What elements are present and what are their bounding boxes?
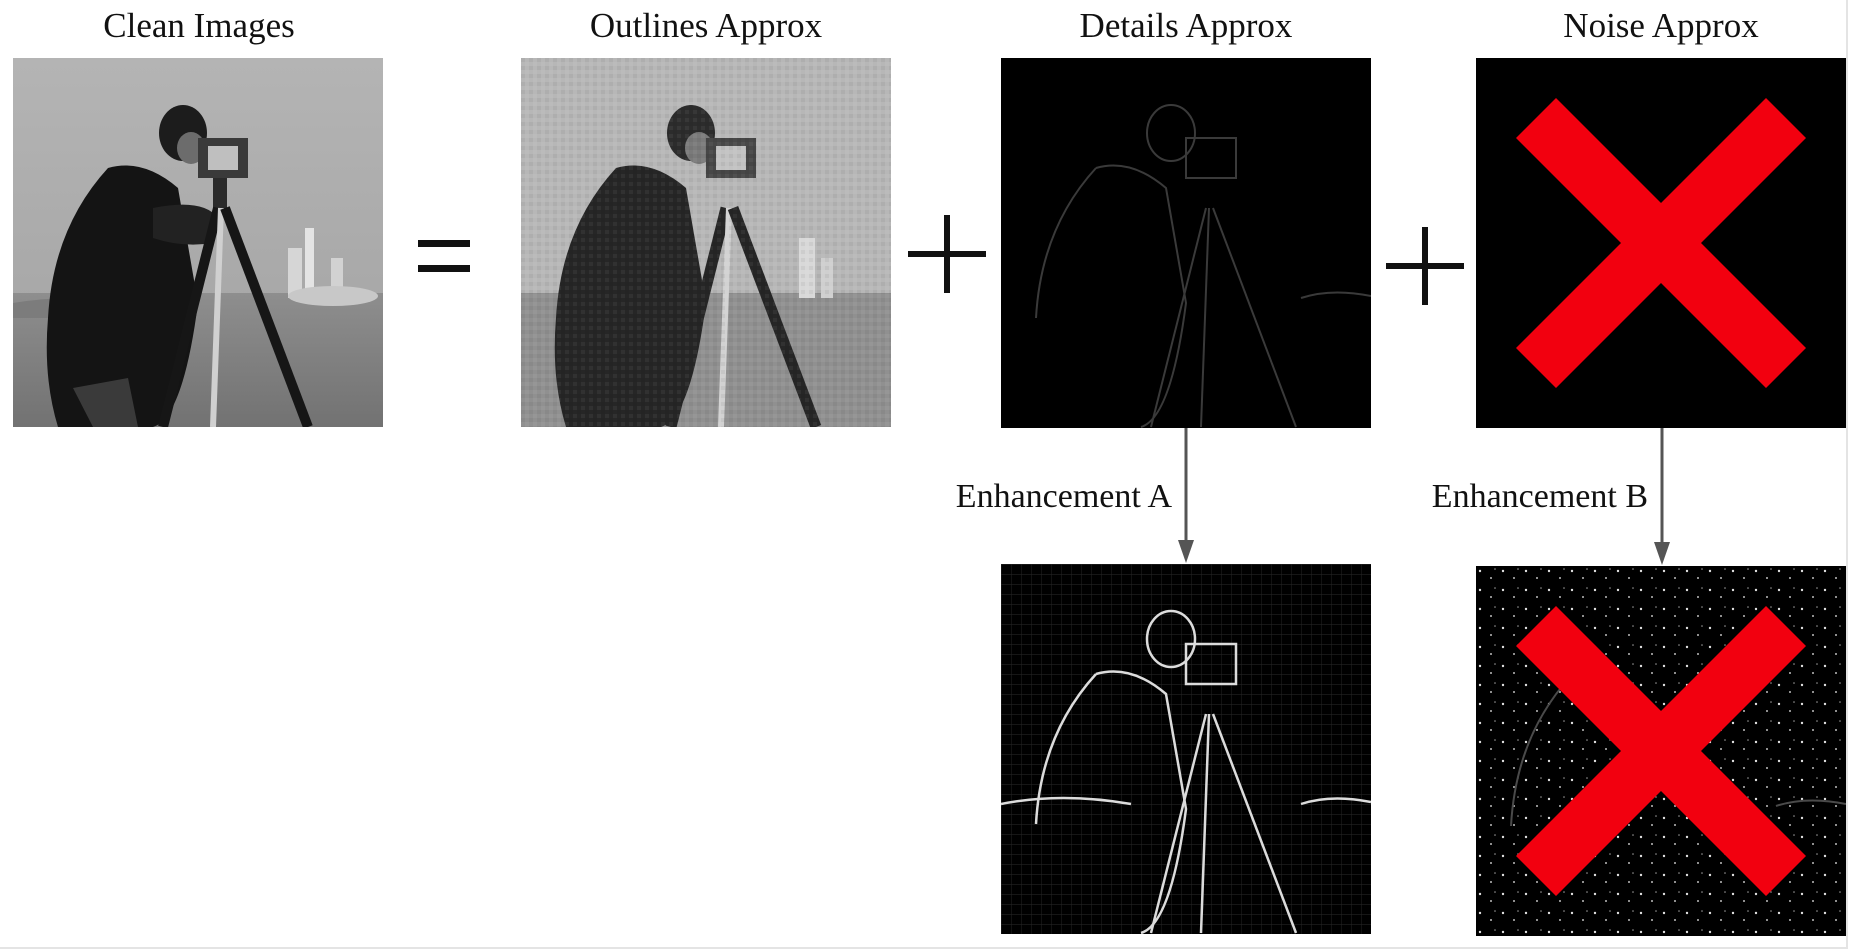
outlines-image-panel: [521, 58, 891, 427]
title-noise-approx: Noise Approx: [1563, 6, 1759, 45]
arrow-enhancement-a: [1176, 428, 1196, 563]
plus-icon: [1386, 227, 1464, 305]
clean-image-panel: [13, 58, 383, 427]
arrow-down-icon: [1654, 428, 1670, 565]
arrow-enhancement-b: [1652, 428, 1672, 565]
enhancement-b-label: Enhancement B: [1431, 478, 1648, 515]
enhanced-details-panel: [1001, 564, 1371, 934]
equals-icon: [418, 240, 470, 272]
cameraman-outlines-image: [521, 58, 891, 427]
title-details-approx: Details Approx: [1079, 6, 1293, 45]
red-x-icon: [1476, 58, 1846, 428]
cameraman-details-image: [1001, 58, 1371, 428]
enhancement-a-label: Enhancement A: [955, 478, 1172, 515]
noise-image-panel: [1476, 58, 1846, 428]
cameraman-clean-image: [13, 58, 383, 427]
equals-sign: [418, 238, 470, 274]
arrow-down-icon: [1178, 428, 1194, 563]
title-outlines-approx: Outlines Approx: [589, 6, 823, 45]
enhanced-noise-panel: [1476, 566, 1846, 936]
plus-sign-1: [908, 215, 986, 293]
plus-icon: [908, 215, 986, 293]
details-image-panel: [1001, 58, 1371, 428]
cameraman-enhanced-details-image: [1001, 564, 1371, 934]
title-clean-images: Clean Images: [103, 6, 295, 45]
red-x-icon: [1476, 566, 1846, 936]
plus-sign-2: [1386, 227, 1464, 305]
